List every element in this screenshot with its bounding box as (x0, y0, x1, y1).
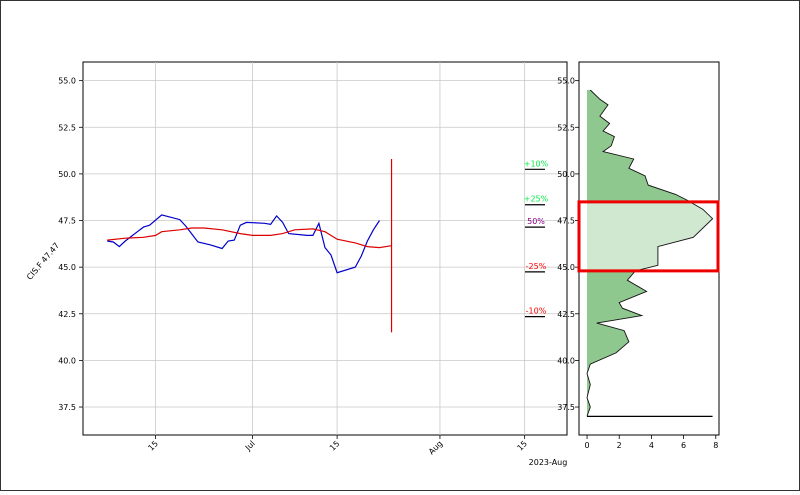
price-chart: 37.540.042.545.047.550.052.555.0 15 Jul 15… (25, 61, 568, 467)
y-tick-label: 37.5 (58, 403, 76, 412)
dist-y-tick-label: 42.5 (557, 310, 575, 319)
distribution-outline (586, 89, 714, 417)
y-tick-label: 50.0 (58, 170, 76, 179)
y-tick-label: 40.0 (58, 356, 76, 365)
dist-y-tick-label: 52.5 (557, 123, 575, 132)
price-chart-x-ticks: 15 Jul 15 Aug 15 (146, 435, 529, 456)
distribution-chart: 37.5 40.0 42.5 45.0 47.5 50.0 52.5 55.0 0 2 4 6 8 (557, 61, 720, 450)
dist-x-tick-label: 0 (584, 441, 589, 450)
dist-x-tick-label: 4 (649, 441, 654, 450)
price-chart-axes (82, 61, 568, 436)
dist-x-tick-label: 6 (681, 441, 686, 450)
distribution-band-fill (587, 201, 713, 271)
y-tick-label: 52.5 (58, 123, 76, 132)
price-chart-grid (83, 62, 567, 435)
highlight-band-box (577, 200, 720, 273)
price-chart-series (107, 214, 392, 274)
percentile-label: +25% (524, 195, 549, 204)
distribution-overlay (577, 200, 720, 417)
x-tick-label: 15 (328, 439, 342, 453)
price-chart-y-ticks: 37.5 40.0 42.5 45.0 47.5 50.0 52.5 55.0 (58, 77, 83, 412)
y-tick-label: 42.5 (58, 310, 76, 319)
x-tick-label: Aug (427, 439, 444, 456)
distribution-area (586, 89, 714, 417)
percentile-label: -25% (526, 262, 547, 271)
x-tick-label: 15 (146, 439, 160, 453)
y-tick-label: 47.5 (58, 217, 76, 226)
percentile-markers: +10% +25% 50% -25% -10% (524, 159, 549, 318)
dist-y-tick-label: 45.0 (557, 263, 575, 272)
percentile-label: +10% (524, 159, 549, 168)
y-tick-label: 55.0 (58, 77, 76, 86)
y-tick-label: 45.0 (58, 263, 76, 272)
percentile-label: -10% (526, 307, 547, 316)
percentile-label: 50% (527, 217, 545, 226)
moving-average-line (107, 227, 392, 249)
dist-x-tick-label: 2 (617, 441, 622, 450)
dist-y-tick-label: 40.0 (557, 356, 575, 365)
dist-x-tick-label: 8 (713, 441, 718, 450)
dist-y-tick-label: 47.5 (557, 217, 575, 226)
x-tick-label: 15 (515, 439, 529, 453)
x-axis-label: 2023-Aug (529, 458, 568, 467)
x-tick-label: Jul (243, 439, 257, 453)
dist-y-tick-label: 50.0 (557, 170, 575, 179)
distribution-y-ticks: 37.5 40.0 42.5 45.0 47.5 50.0 52.5 55.0 (557, 77, 579, 412)
price-line (107, 214, 381, 274)
y-axis-label: CIS.F 47.47 (25, 241, 61, 282)
distribution-x-ticks: 0 2 4 6 8 (584, 435, 718, 450)
dist-y-tick-label: 37.5 (557, 403, 575, 412)
dist-y-tick-label: 55.0 (557, 77, 575, 86)
